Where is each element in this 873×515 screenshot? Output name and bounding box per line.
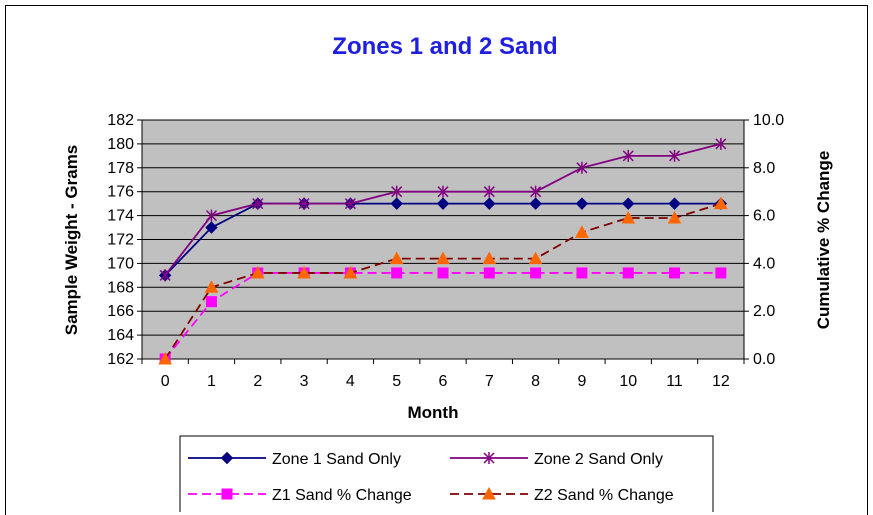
y-tick-label: 174 — [107, 208, 134, 225]
z1-sand-change-point — [622, 267, 634, 279]
legend-label-z2-sand-change: Z2 Sand % Change — [534, 487, 674, 504]
y-tick-label: 170 — [107, 255, 134, 272]
zone-2-sand-only-point — [576, 161, 588, 174]
z1-sand-change-point — [715, 267, 727, 279]
z1-sand-change-point — [437, 267, 449, 279]
zone-1-sand-only-point — [483, 197, 496, 210]
legend-label-zone-2-sand-only: Zone 2 Sand Only — [534, 451, 663, 468]
z2-sand-change-point — [621, 210, 636, 224]
y-tick-label: 178 — [107, 160, 134, 177]
z1-sand-change-point — [669, 267, 681, 279]
legend-box — [179, 435, 714, 512]
y-tick-label: 166 — [107, 303, 134, 320]
y2-tick-label: 10.0 — [753, 112, 784, 129]
y2-axis-title: Cumulative % Change — [814, 151, 833, 330]
x-tick-label: 10 — [619, 373, 637, 390]
x-tick-label: 4 — [346, 373, 355, 390]
x-tick-label: 3 — [300, 373, 309, 390]
y-tick-label: 182 — [107, 112, 134, 129]
x-tick-label: 0 — [161, 373, 170, 390]
x-tick-label: 1 — [207, 373, 216, 390]
x-tick-label: 2 — [253, 373, 262, 390]
z2-sand-change-point — [204, 280, 219, 293]
y-tick-label: 168 — [107, 279, 134, 296]
legend-marker-z1-sand-change — [221, 488, 233, 500]
z2-sand-change-point — [667, 210, 682, 224]
x-tick-label: 12 — [712, 373, 730, 390]
y-tick-label: 162 — [107, 351, 134, 368]
y-tick-label: 164 — [107, 327, 134, 344]
y2-tick-label: 4.0 — [753, 255, 775, 272]
zone-2-sand-only-point — [437, 185, 449, 198]
zone-2-sand-only-point — [715, 137, 727, 150]
y2-tick-label: 8.0 — [753, 160, 775, 177]
z2-sand-change-point — [343, 265, 358, 279]
legend-marker-zone-2-sand-only — [483, 452, 495, 464]
chart-title: Zones 1 and 2 Sand — [332, 33, 557, 60]
plot-border — [141, 119, 745, 360]
zone-1-sand-only-point — [668, 197, 681, 210]
z2-sand-change-point — [389, 251, 404, 265]
y2-tick-label: 6.0 — [753, 208, 775, 225]
zone-2-sand-only-point — [391, 185, 403, 198]
zone-1-sand-only-point — [529, 197, 542, 210]
zone-1-sand-only-point — [436, 197, 450, 210]
zone-1-sand-only-point — [575, 197, 589, 210]
z2-sand-change-point — [158, 351, 172, 365]
zone-2-sand-only-point — [205, 209, 217, 222]
z2-sand-change-point — [250, 265, 265, 279]
x-tick-label: 7 — [485, 373, 494, 390]
z1-sand-change-point — [530, 267, 542, 279]
x-tick-label: 6 — [439, 373, 448, 390]
zone-2-sand-only-point — [344, 197, 356, 210]
z2-sand-change-point — [528, 251, 543, 265]
y-tick-label: 180 — [107, 136, 134, 153]
zone-2-sand-only-point — [530, 185, 542, 198]
z2-sand-change-point — [297, 265, 311, 279]
y-tick-label: 176 — [107, 184, 134, 201]
z2-sand-change-point — [575, 225, 589, 238]
x-axis-title: Month — [408, 403, 459, 422]
y2-tick-label: 0.0 — [753, 351, 775, 368]
z1-sand-change-point — [391, 267, 403, 279]
legend-marker-zone-1-sand-only — [220, 451, 234, 465]
zone-2-sand-only-point — [159, 269, 171, 282]
x-tick-label: 11 — [666, 373, 683, 390]
zone-2-sand-only-point — [252, 197, 264, 210]
z1-sand-change-point — [483, 267, 495, 279]
z2-sand-change-point — [482, 251, 497, 265]
z1-sand-change-point — [205, 296, 217, 308]
zone-2-sand-only-point — [622, 149, 634, 162]
zone-2-sand-only-point — [298, 197, 310, 210]
x-tick-label: 8 — [531, 373, 540, 390]
y2-tick-label: 2.0 — [753, 303, 775, 320]
zone-2-sand-only-point — [669, 149, 681, 162]
zone-1-sand-only-point — [205, 221, 218, 234]
legend-label-zone-1-sand-only: Zone 1 Sand Only — [272, 451, 401, 468]
legend: Zone 1 Sand Only Zone 2 Sand Only Z1 Sand … — [179, 435, 714, 512]
y-tick-label: 172 — [107, 232, 134, 249]
legend-marker-z2-sand-change — [482, 486, 496, 500]
zone-1-sand-only-point — [390, 197, 403, 210]
legend-label-z1-sand-change: Z1 Sand % Change — [272, 487, 412, 504]
plot-area: 1621641661681701721741761781801820.02.04… — [107, 112, 784, 390]
y-axis-title: Sample Weight - Grams — [62, 145, 81, 336]
x-tick-label: 9 — [577, 373, 586, 390]
zone-1-sand-only-point — [622, 197, 635, 210]
z2-sand-change-point — [714, 196, 728, 210]
zone-2-sand-only-point — [483, 185, 495, 198]
z2-sand-change-point — [436, 251, 450, 265]
x-tick-label: 5 — [392, 373, 401, 390]
z1-sand-change-point — [576, 267, 588, 279]
